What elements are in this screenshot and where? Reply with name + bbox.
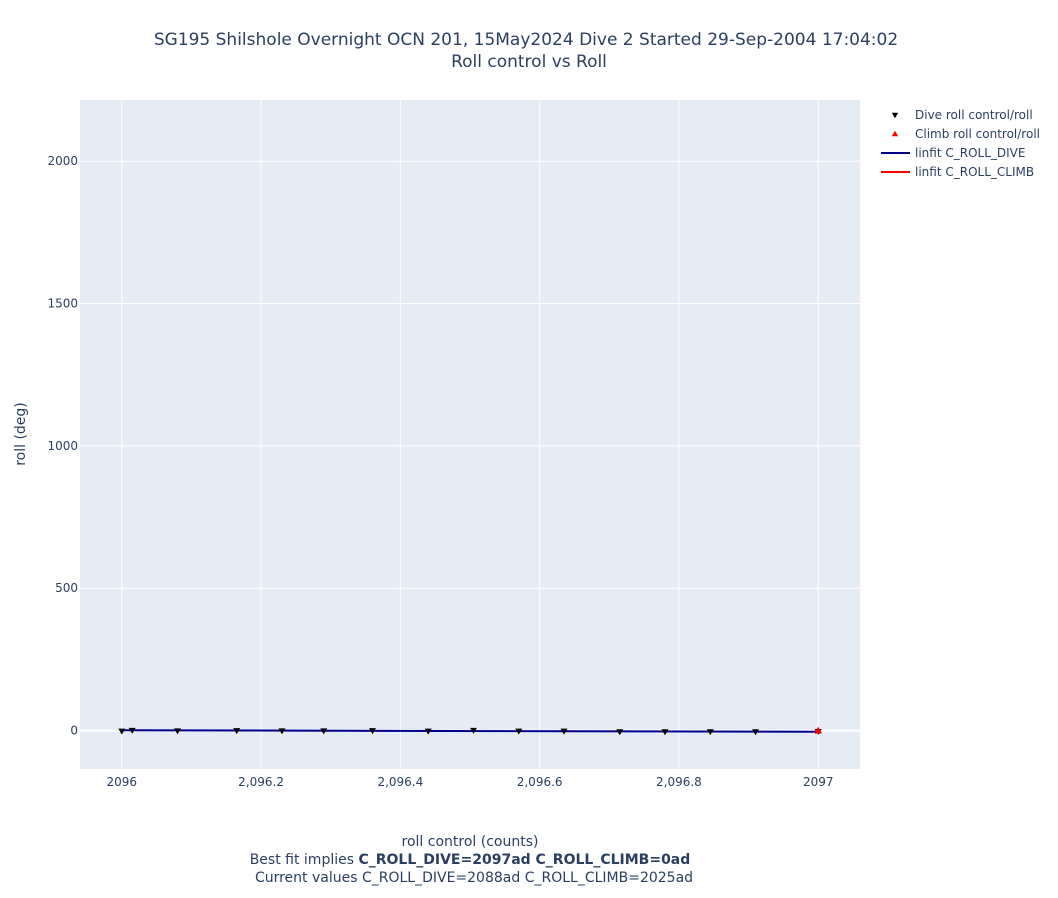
dive-point xyxy=(128,727,136,734)
legend-symbol xyxy=(891,130,899,137)
dive-point xyxy=(752,729,760,736)
legend-item[interactable]: Climb roll control/roll xyxy=(891,127,1040,141)
legend[interactable]: Dive roll control/roll Climb roll control… xyxy=(881,108,1040,179)
dive-point xyxy=(118,728,126,735)
y-tick-label: 500 xyxy=(55,581,78,595)
legend-label: Climb roll control/roll xyxy=(915,127,1040,141)
x-tick-label: 2097 xyxy=(803,775,834,789)
dive-point xyxy=(515,728,523,735)
x-tick-label: 2,096.8 xyxy=(656,775,702,789)
legend-item[interactable]: Dive roll control/roll xyxy=(891,108,1033,122)
x-tick-label: 2,096.4 xyxy=(377,775,423,789)
data-marks xyxy=(118,726,822,736)
chart-title-line1: SG195 Shilshole Overnight OCN 201, 15May… xyxy=(154,30,898,50)
dive-point xyxy=(661,729,669,736)
legend-label: linfit C_ROLL_CLIMB xyxy=(915,165,1034,179)
climb-point xyxy=(814,727,822,734)
y-tick-label: 2000 xyxy=(47,154,78,168)
dive-point xyxy=(320,728,328,735)
y-axis-title: roll (deg) xyxy=(13,402,29,466)
dive-point xyxy=(469,727,477,734)
dive-point xyxy=(616,729,624,736)
legend-item[interactable]: linfit C_ROLL_CLIMB xyxy=(881,165,1034,179)
legend-label: linfit C_ROLL_DIVE xyxy=(915,146,1025,160)
legend-label: Dive roll control/roll xyxy=(915,108,1033,122)
dive-point xyxy=(706,729,714,736)
x-axis-title: roll control (counts) xyxy=(402,834,539,850)
dive-point xyxy=(560,728,568,735)
legend-item[interactable]: linfit C_ROLL_DIVE xyxy=(881,146,1025,160)
current-values-note: Current values C_ROLL_DIVE=2088ad C_ROLL… xyxy=(255,870,693,886)
fit-note-prefix: Best fit implies xyxy=(250,852,359,868)
y-tick-label: 0 xyxy=(70,724,78,738)
x-tick-label: 2,096.6 xyxy=(517,775,563,789)
x-axis-ticks: 2096 2,096.2 2,096.4 2,096.6 2,096.8 2097 xyxy=(107,775,834,789)
dive-point xyxy=(278,728,286,735)
x-tick-label: 2,096.2 xyxy=(238,775,284,789)
fit-note-values: C_ROLL_DIVE=2097ad C_ROLL_CLIMB=0ad xyxy=(358,852,690,868)
y-axis-ticks: 0 500 1000 1500 2000 xyxy=(47,154,78,737)
legend-symbol xyxy=(891,112,899,119)
y-tick-label: 1500 xyxy=(47,297,78,311)
dive-point xyxy=(424,728,432,735)
y-tick-label: 1000 xyxy=(47,439,78,453)
dive-point xyxy=(369,728,376,735)
dive-point xyxy=(233,728,241,735)
fit-line xyxy=(121,729,819,733)
x-tick-label: 2096 xyxy=(107,775,138,789)
chart-title-line2: Roll control vs Roll xyxy=(451,52,607,72)
dive-point xyxy=(174,728,181,735)
fit-note: Best fit implies C_ROLL_DIVE=2097ad C_RO… xyxy=(250,852,691,868)
plot-area xyxy=(80,100,860,769)
